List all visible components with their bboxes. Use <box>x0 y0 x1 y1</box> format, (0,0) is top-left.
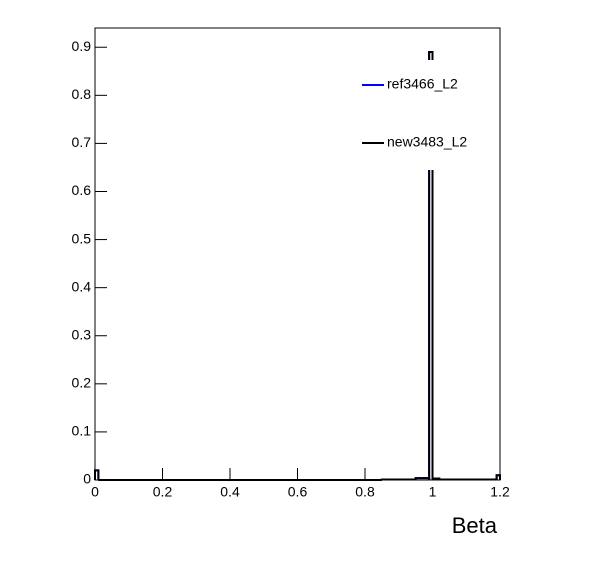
histogram-bin <box>428 51 434 480</box>
y-tick-label: 0 <box>83 471 91 487</box>
histogram-bin <box>495 474 501 480</box>
y-tick-label: 0.4 <box>72 278 92 294</box>
y-tick-label: 0.5 <box>72 230 92 246</box>
x-tick-label: 1.2 <box>490 484 510 500</box>
y-tick-label: 0.8 <box>72 86 92 102</box>
x-tick-label: 0.2 <box>153 484 173 500</box>
x-tick-label: 0 <box>91 484 99 500</box>
y-tick-label: 0.2 <box>72 375 92 391</box>
x-axis-label: Beta <box>452 513 498 538</box>
y-tick-label: 0.3 <box>72 326 92 342</box>
y-tick-label: 0.9 <box>72 38 92 54</box>
y-tick-label: 0.1 <box>72 423 92 439</box>
legend-box <box>358 60 476 170</box>
x-tick-label: 0.6 <box>288 484 308 500</box>
y-tick-label: 0.6 <box>72 182 92 198</box>
x-tick-label: 1 <box>429 484 437 500</box>
histogram-bin <box>94 469 100 480</box>
legend-label: ref3466_L2 <box>387 76 458 92</box>
x-tick-label: 0.4 <box>220 484 240 500</box>
y-tick-label: 0.7 <box>72 134 92 150</box>
x-tick-label: 0.8 <box>355 484 375 500</box>
legend-label: new3483_L2 <box>387 134 467 150</box>
